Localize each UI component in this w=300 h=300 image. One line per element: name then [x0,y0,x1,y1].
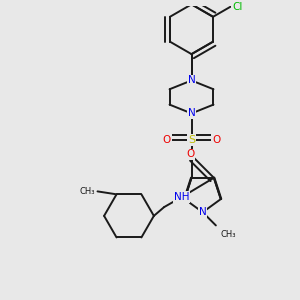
Text: Cl: Cl [232,2,243,11]
Text: O: O [212,135,220,145]
Text: N: N [181,194,188,204]
Text: O: O [186,149,195,159]
Text: S: S [188,135,195,145]
Text: CH₃: CH₃ [220,230,236,239]
Text: NH: NH [174,192,189,202]
Text: N: N [188,108,195,118]
Text: CH₃: CH₃ [79,187,94,196]
Text: N: N [188,76,195,85]
Text: O: O [163,135,171,145]
Text: N: N [199,207,207,217]
